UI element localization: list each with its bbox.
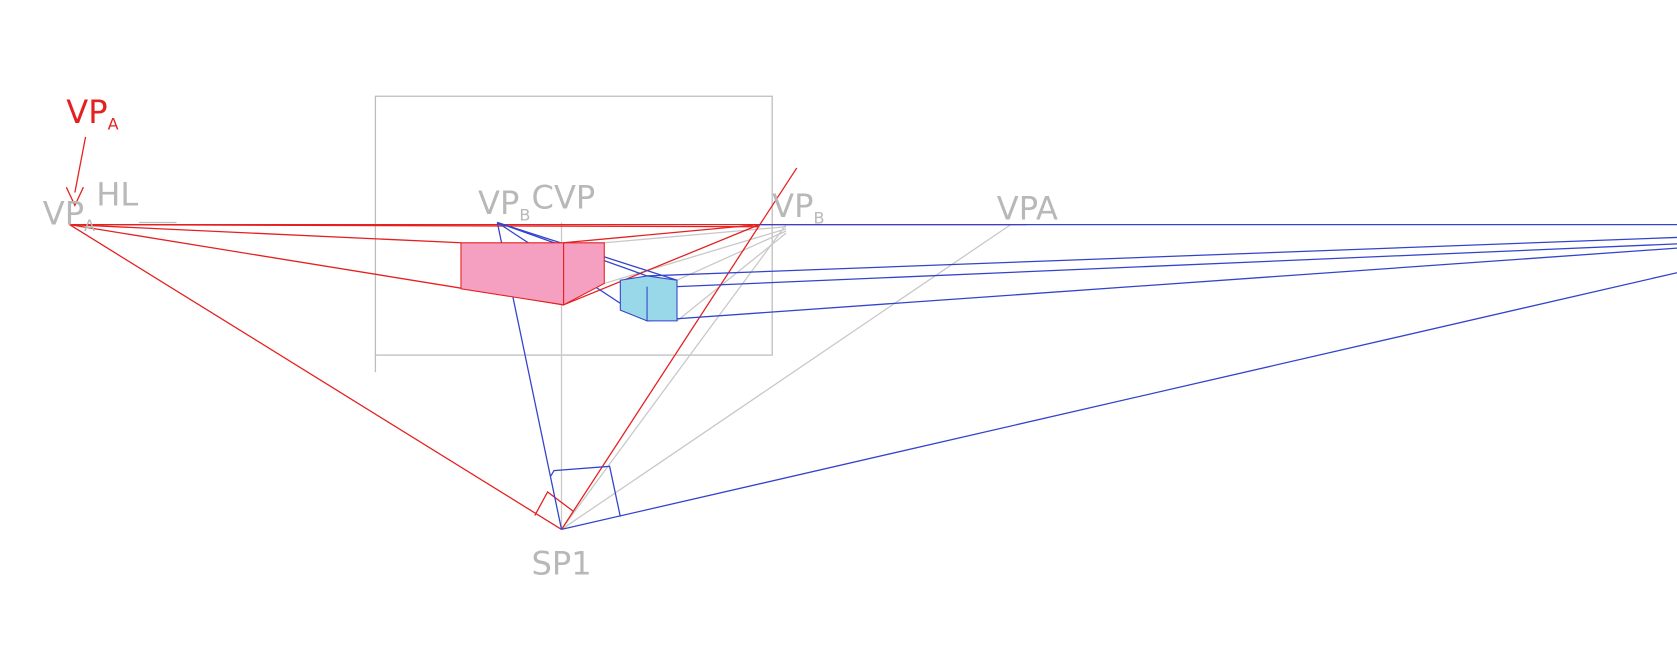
guide-line bbox=[604, 226, 787, 244]
point-label: VPB bbox=[772, 187, 824, 227]
guide-line bbox=[647, 236, 1677, 277]
arrow bbox=[65, 136, 87, 207]
label-subscript: A bbox=[108, 114, 119, 133]
guide-line bbox=[561, 272, 1677, 531]
label-text: SP1 bbox=[532, 544, 592, 582]
label-text: VP bbox=[478, 184, 519, 222]
point-label: HL bbox=[96, 175, 138, 213]
pink-box-side bbox=[563, 242, 605, 306]
guide-line bbox=[560, 167, 798, 530]
label-subscript: B bbox=[813, 209, 824, 228]
label-text: VP bbox=[66, 93, 107, 131]
point-label: VPA bbox=[43, 195, 95, 235]
guide-line bbox=[563, 223, 760, 244]
label-text: VPA bbox=[997, 189, 1058, 227]
label-text: CVP bbox=[532, 179, 596, 217]
guide-line bbox=[676, 243, 1677, 288]
guide-line bbox=[676, 230, 787, 281]
guide-line bbox=[69, 223, 461, 244]
label-text: HL bbox=[96, 175, 138, 213]
label-text: VP bbox=[772, 187, 813, 225]
point-label: VPB bbox=[478, 184, 530, 224]
point-label: CVP bbox=[532, 179, 596, 217]
guide-line bbox=[647, 247, 1677, 322]
guide-line bbox=[604, 228, 787, 285]
guide-line bbox=[676, 232, 787, 322]
guide-line bbox=[69, 224, 562, 530]
label-subscript: B bbox=[519, 205, 530, 224]
point-label: VPA bbox=[66, 93, 118, 133]
construction-lines bbox=[65, 95, 1677, 531]
label-text: VP bbox=[43, 195, 84, 233]
angle-mark bbox=[534, 491, 574, 516]
point-label: SP1 bbox=[532, 544, 592, 582]
label-subscript: A bbox=[84, 216, 95, 235]
guide-line bbox=[560, 224, 787, 530]
guide-line bbox=[69, 223, 760, 228]
blue-box bbox=[619, 275, 678, 322]
angle-mark bbox=[550, 465, 621, 517]
guide-line bbox=[563, 224, 760, 306]
boxes bbox=[460, 242, 678, 322]
point-label: VPA bbox=[997, 189, 1058, 227]
pink-box-front bbox=[460, 242, 565, 306]
